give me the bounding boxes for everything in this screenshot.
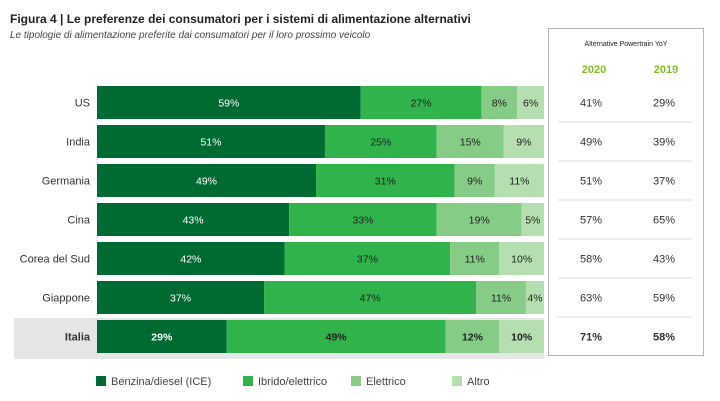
bar-us-altro bbox=[517, 86, 544, 119]
bar-italia-benzina-diesel-ice bbox=[97, 320, 227, 353]
data-label-giappone-altro: 4% bbox=[527, 293, 542, 305]
bar-giappone-benzina-diesel-ice bbox=[97, 281, 265, 314]
yoy-value-india-2019: 39% bbox=[653, 137, 675, 149]
legend-item-benzina-diesel-ice: Benzina/diesel (ICE) bbox=[96, 376, 211, 388]
bar-us-benzina-diesel-ice bbox=[97, 86, 361, 119]
bar-italia-elettrico bbox=[445, 320, 500, 353]
category-label-corea-del-sud: Corea del Sud bbox=[20, 254, 90, 266]
yoy-year-2020: 2020 bbox=[581, 64, 607, 76]
bar-india-ibrido-elettrico bbox=[324, 125, 437, 158]
bar-cina-altro bbox=[521, 203, 544, 236]
data-label-india-elettrico: 15% bbox=[460, 137, 481, 149]
bar-cina-ibrido-elettrico bbox=[289, 203, 437, 236]
data-label-italia-benzina-diesel-ice: 29% bbox=[151, 332, 173, 344]
bar-giappone-elettrico bbox=[476, 281, 526, 314]
data-label-italia-altro: 10% bbox=[511, 332, 533, 344]
data-label-germania-altro: 11% bbox=[509, 176, 529, 188]
yoy-value-italia-2020: 71% bbox=[580, 332, 602, 344]
legend-swatch bbox=[452, 376, 462, 386]
yoy-value-giappone-2019: 59% bbox=[653, 293, 675, 305]
yoy-value-germania-2019: 37% bbox=[653, 176, 675, 188]
data-label-corea-del-sud-altro: 10% bbox=[511, 254, 532, 266]
yoy-value-india-2020: 49% bbox=[580, 137, 602, 149]
yoy-panel-title: Alternative Powertrain YoY bbox=[584, 41, 668, 48]
data-label-germania-ibrido-elettrico: 31% bbox=[375, 176, 396, 188]
yoy-value-corea-del-sud-2019: 43% bbox=[653, 254, 675, 266]
legend-swatch bbox=[243, 376, 253, 386]
data-label-us-altro: 6% bbox=[523, 98, 538, 110]
bar-germania-benzina-diesel-ice bbox=[97, 164, 317, 197]
data-label-italia-ibrido-elettrico: 49% bbox=[326, 332, 348, 344]
bar-us-elettrico bbox=[481, 86, 518, 119]
yoy-value-cina-2019: 65% bbox=[653, 215, 675, 227]
yoy-value-germania-2020: 51% bbox=[580, 176, 602, 188]
yoy-panel: Alternative Powertrain YoY 2020 2019 bbox=[548, 28, 704, 356]
category-label-cina: Cina bbox=[67, 215, 91, 227]
bar-india-benzina-diesel-ice bbox=[97, 125, 325, 158]
bar-corea-del-sud-elettrico bbox=[450, 242, 500, 275]
data-label-germania-elettrico: 9% bbox=[467, 176, 482, 188]
data-label-india-ibrido-elettrico: 25% bbox=[370, 137, 391, 149]
legend-label: Benzina/diesel (ICE) bbox=[111, 376, 212, 388]
bar-corea-del-sud-benzina-diesel-ice bbox=[97, 242, 285, 275]
bar-germania-altro bbox=[494, 164, 544, 197]
chart-title: Figura 4 | Le preferenze dei consumatori… bbox=[10, 12, 471, 26]
yoy-value-giappone-2020: 63% bbox=[580, 293, 602, 305]
bar-india-altro bbox=[503, 125, 544, 158]
yoy-value-italia-2019: 58% bbox=[653, 332, 675, 344]
data-label-corea-del-sud-ibrido-elettrico: 37% bbox=[357, 254, 378, 266]
data-label-cina-elettrico: 19% bbox=[469, 215, 490, 227]
data-label-giappone-benzina-diesel-ice: 37% bbox=[170, 293, 191, 305]
bar-germania-elettrico bbox=[454, 164, 495, 197]
yoy-value-us-2019: 29% bbox=[653, 98, 675, 110]
bar-corea-del-sud-altro bbox=[499, 242, 544, 275]
data-label-corea-del-sud-elettrico: 11% bbox=[465, 254, 485, 266]
legend-item-elettrico: Elettrico bbox=[351, 376, 406, 388]
legend-item-ibrido-elettrico: Ibrido/elettrico bbox=[243, 376, 327, 388]
category-label-italia: Italia bbox=[65, 332, 91, 344]
bar-corea-del-sud-ibrido-elettrico bbox=[284, 242, 451, 275]
yoy-value-cina-2020: 57% bbox=[580, 215, 602, 227]
data-label-cina-ibrido-elettrico: 33% bbox=[352, 215, 373, 227]
legend-label: Altro bbox=[467, 376, 490, 388]
bar-germania-ibrido-elettrico bbox=[316, 164, 455, 197]
data-label-corea-del-sud-benzina-diesel-ice: 42% bbox=[180, 254, 201, 266]
data-label-us-benzina-diesel-ice: 59% bbox=[218, 98, 239, 110]
category-label-giappone: Giappone bbox=[42, 293, 90, 305]
data-label-india-altro: 9% bbox=[516, 137, 531, 149]
data-label-germania-benzina-diesel-ice: 49% bbox=[196, 176, 217, 188]
bar-cina-elettrico bbox=[436, 203, 522, 236]
legend-item-altro: Altro bbox=[452, 376, 490, 388]
bar-italia-ibrido-elettrico bbox=[226, 320, 446, 353]
data-label-giappone-ibrido-elettrico: 47% bbox=[360, 293, 381, 305]
data-label-cina-altro: 5% bbox=[525, 215, 540, 227]
bar-india-elettrico bbox=[436, 125, 504, 158]
legend-swatch bbox=[351, 376, 361, 386]
legend-label: Ibrido/elettrico bbox=[258, 376, 328, 388]
category-label-us: US bbox=[75, 98, 90, 110]
bar-italia-altro bbox=[499, 320, 544, 353]
data-label-india-benzina-diesel-ice: 51% bbox=[200, 137, 221, 149]
bar-cina-benzina-diesel-ice bbox=[97, 203, 290, 236]
legend-label: Elettrico bbox=[366, 376, 406, 388]
yoy-value-corea-del-sud-2020: 58% bbox=[580, 254, 602, 266]
bar-us-ibrido-elettrico bbox=[360, 86, 482, 119]
data-label-italia-elettrico: 12% bbox=[462, 332, 484, 344]
bar-giappone-altro bbox=[525, 281, 544, 314]
data-label-us-ibrido-elettrico: 27% bbox=[411, 98, 432, 110]
bar-giappone-ibrido-elettrico bbox=[264, 281, 477, 314]
chart-subtitle: Le tipologie di alimentazione preferite … bbox=[10, 30, 371, 41]
category-label-india: India bbox=[66, 137, 91, 149]
yoy-year-2019: 2019 bbox=[653, 64, 679, 76]
data-label-us-elettrico: 8% bbox=[492, 98, 507, 110]
legend-swatch bbox=[96, 376, 106, 386]
data-label-giappone-elettrico: 11% bbox=[491, 293, 511, 305]
category-label-germania: Germania bbox=[42, 176, 91, 188]
data-label-cina-benzina-diesel-ice: 43% bbox=[183, 215, 204, 227]
yoy-value-us-2020: 41% bbox=[580, 98, 602, 110]
